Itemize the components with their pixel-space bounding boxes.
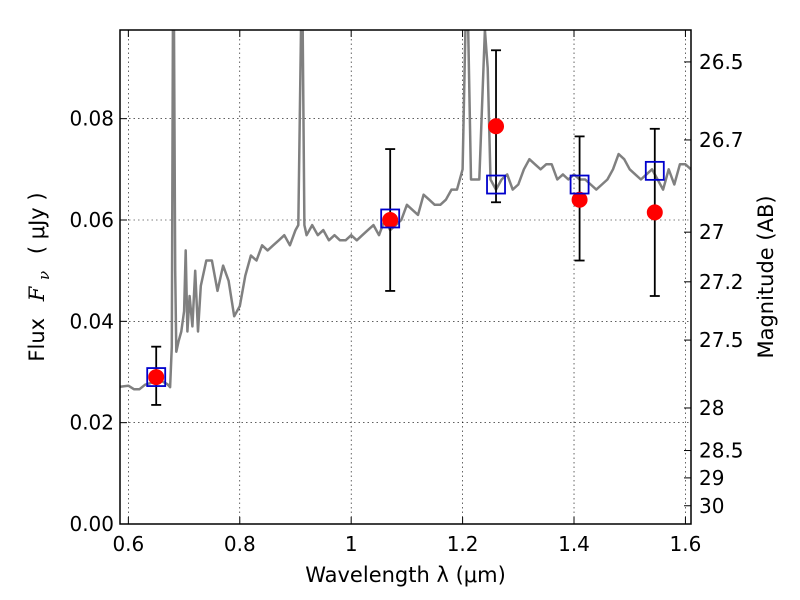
y2-tick-label: 29 — [699, 466, 724, 490]
grid-layer — [120, 30, 691, 525]
y2-tick-label: 27.5 — [699, 328, 744, 352]
x-axis-label: Wavelength λ (μm) — [305, 563, 506, 587]
observed-point — [488, 118, 505, 135]
y-axis-label-symbol: F — [25, 285, 49, 302]
plot-frame — [119, 29, 692, 525]
model-photometry-square — [569, 174, 590, 195]
y2-tick-label: 28.5 — [699, 439, 744, 463]
model-photometry-square — [486, 174, 506, 195]
y-tick-label: 0.02 — [69, 411, 114, 435]
y-axis-label: Flux F ν ( μJy ) — [25, 192, 54, 361]
observed-point — [646, 204, 663, 221]
y2-tick-label: 28 — [699, 396, 724, 420]
y-tick-label: 0.08 — [69, 107, 114, 131]
observed-point — [571, 191, 588, 208]
tick-layer: 0.6 0.8 1 1.2 1.4 1.6 0.00 0.02 0.04 0.06 0.08 26.5… — [69, 30, 744, 556]
model-photometry-square — [146, 367, 167, 387]
x-tick-label: 0.8 — [224, 532, 256, 556]
y2-axis-label: Magnitude (AB) — [754, 195, 778, 358]
y-tick-label: 0.04 — [69, 309, 114, 333]
x-tick-label: 0.6 — [112, 532, 144, 556]
model-photometry-square — [644, 160, 665, 181]
observed-point — [382, 212, 399, 228]
y2-tick-label: 27.2 — [699, 270, 744, 294]
y-axis-label-subscript: ν — [35, 271, 53, 280]
y-axis-label-prefix: Flux — [25, 318, 49, 362]
y2-tick-label: 26.7 — [699, 128, 744, 152]
model-photometry-square — [380, 208, 401, 229]
y-axis-label-unit: ( μJy ) — [25, 192, 49, 254]
y-tick-label: 0.00 — [69, 512, 114, 536]
y2-tick-label: 26.5 — [699, 50, 744, 74]
x-tick-label: 1 — [345, 532, 358, 556]
observed-point — [148, 369, 165, 386]
model-spectrum-line — [120, 30, 691, 391]
y2-tick-label: 27 — [699, 220, 724, 244]
x-tick-label: 1.4 — [558, 532, 590, 556]
x-tick-label: 1.6 — [670, 532, 702, 556]
data-layer — [120, 30, 691, 406]
y-tick-label: 0.06 — [69, 208, 114, 232]
y2-tick-label: 30 — [699, 494, 724, 518]
x-tick-label: 1.2 — [447, 532, 479, 556]
